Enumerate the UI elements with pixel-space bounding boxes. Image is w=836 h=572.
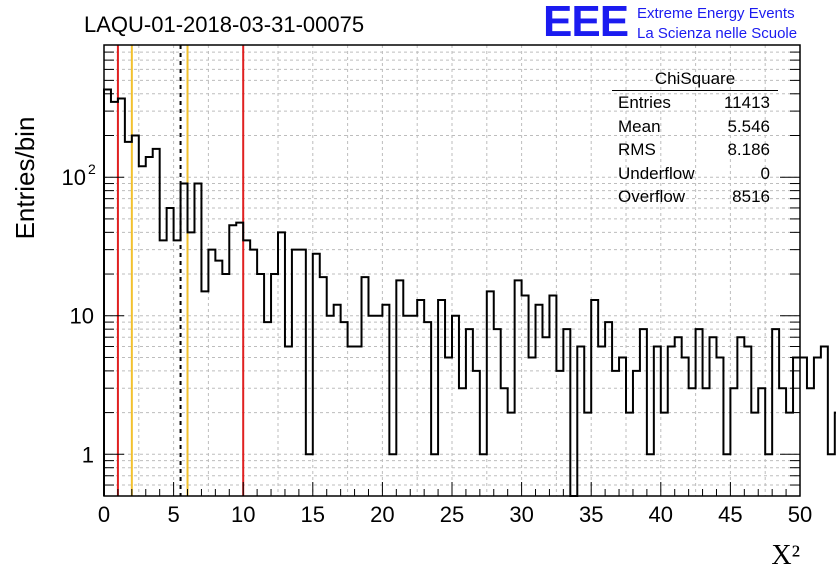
x-tick-label: 25 [440, 502, 464, 527]
stats-row: Entries 11413 [612, 91, 778, 115]
x-axis-label: X² [771, 540, 800, 571]
stats-box: ChiSquare Entries 11413 Mean 5.546 RMS 8… [612, 68, 778, 209]
eee-branding: EEE Extreme Energy Events La Scienza nel… [543, 0, 833, 46]
stats-value: 11413 [723, 93, 770, 112]
y-tick-label: 10 [62, 165, 86, 190]
eee-logo: EEE [543, 0, 629, 46]
stats-value: 0 [760, 163, 770, 183]
stats-value: 8.186 [727, 140, 770, 159]
x-tick-label: 40 [649, 502, 673, 527]
x-tick-label: 50 [788, 502, 812, 527]
axis-ticks [103, 51, 801, 496]
stats-value: 8516 [732, 187, 770, 206]
stats-title: ChiSquare [612, 68, 778, 91]
y-tick-exponent: 2 [88, 161, 96, 177]
stats-row: Mean 5.546 [612, 115, 778, 139]
x-tick-labels: 0 5 10 15 20 25 30 35 40 45 50 [98, 502, 812, 527]
marker-lines [116, 45, 245, 496]
x-tick-label: 45 [718, 502, 742, 527]
y-axis-label: Entries/bin [10, 117, 40, 240]
stats-value: 5.546 [727, 116, 770, 136]
y-tick-label: 10 [70, 304, 94, 329]
chart-title: LAQU-01-2018-03-31-00075 [84, 12, 365, 37]
brand-line-1: Extreme Energy Events [637, 5, 795, 22]
stats-row: RMS 8.186 [612, 138, 778, 162]
grid-lines [104, 45, 800, 496]
stats-row: Underflow 0 [612, 162, 778, 186]
brand-line-2: La Scienza nelle Scuole [637, 25, 798, 42]
x-tick-label: 20 [370, 502, 394, 527]
x-tick-label: 10 [231, 502, 255, 527]
x-tick-label: 5 [167, 502, 179, 527]
stats-row: Overflow 8516 [612, 185, 778, 209]
histogram-series [103, 88, 836, 497]
stats-label: RMS [618, 140, 656, 159]
x-tick-label: 15 [301, 502, 325, 527]
x-tick-label: 35 [579, 502, 603, 527]
stats-label: Underflow [618, 163, 695, 183]
x-tick-label: 30 [509, 502, 533, 527]
y-tick-label: 1 [82, 442, 94, 467]
x-tick-label: 0 [98, 502, 110, 527]
stats-label: Entries [618, 93, 671, 112]
stats-label: Overflow [618, 187, 686, 206]
stats-label: Mean [618, 116, 661, 136]
